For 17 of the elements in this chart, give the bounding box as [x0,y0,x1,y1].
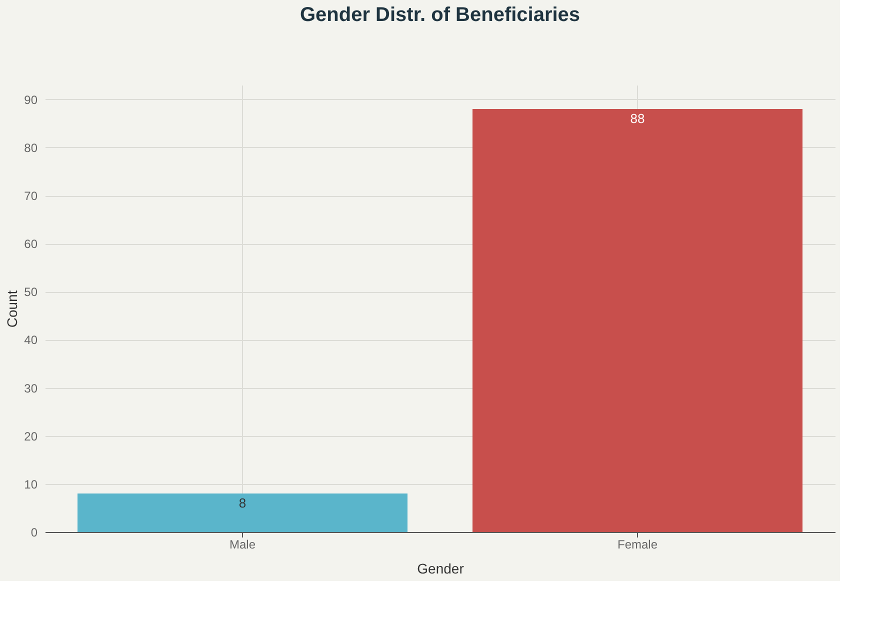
y-tick-label: 0 [30,526,38,540]
y-tick-label: 40 [24,333,38,348]
y-tick-label: 30 [24,381,38,396]
y-tick-label: 20 [24,429,38,444]
y-tick-label: 90 [24,92,38,107]
y-tick-label: 10 [24,477,38,492]
y-tick-label: 60 [24,237,38,252]
y-tick-label: 80 [24,140,38,155]
y-axis-title: Count [4,290,20,328]
x-tick-label: Male [229,538,256,552]
x-axis-title: Gender [417,560,464,576]
x-tick-label: Female [617,538,658,552]
data-label: 8 [238,496,246,511]
y-tick-label: 70 [24,189,38,204]
chart-title: Gender Distr. of Beneficiaries [300,4,580,26]
data-label: 88 [630,111,645,126]
y-tick-label: 50 [24,285,38,300]
